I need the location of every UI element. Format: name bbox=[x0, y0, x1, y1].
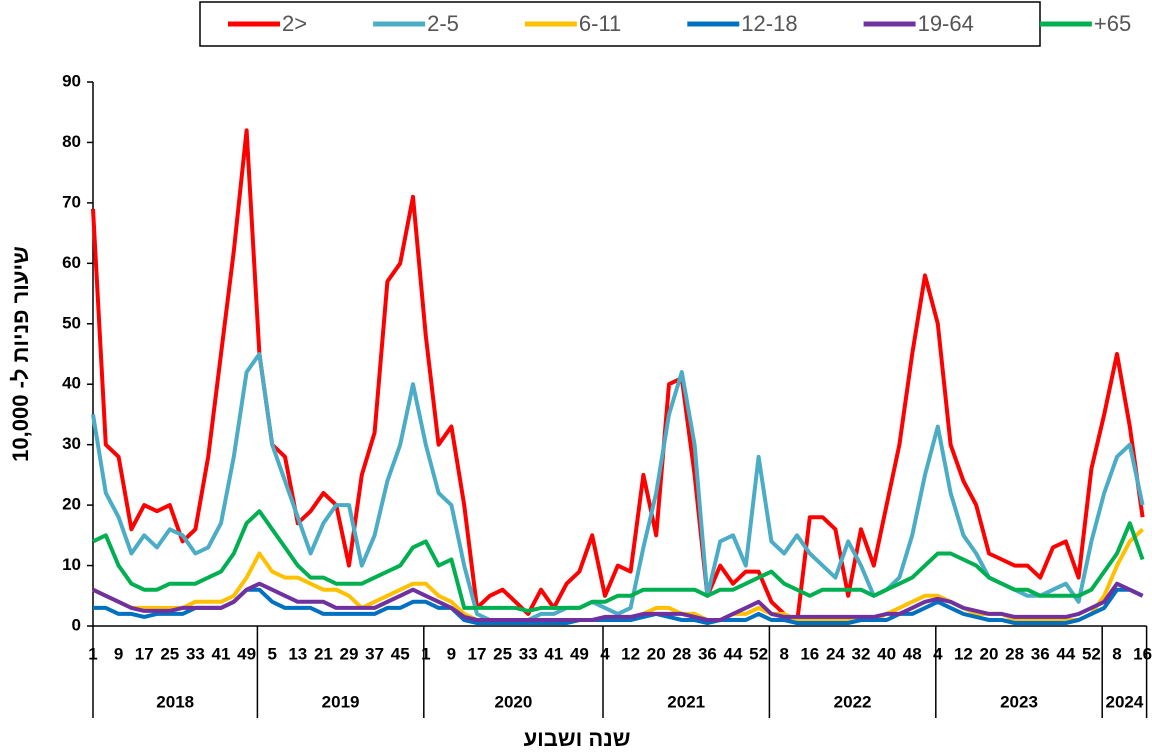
x-tick-label: 16 bbox=[1133, 644, 1152, 663]
x-tick-label: 48 bbox=[903, 644, 922, 663]
x-tick-label: 28 bbox=[1005, 644, 1024, 663]
year-label: 2020 bbox=[494, 692, 532, 711]
x-tick-label: 12 bbox=[954, 644, 973, 663]
y-tick-label: 90 bbox=[62, 71, 81, 90]
x-tick-label: 29 bbox=[340, 644, 359, 663]
x-tick-label: 44 bbox=[724, 644, 743, 663]
x-tick-label: 25 bbox=[493, 644, 512, 663]
x-tick-label: 20 bbox=[980, 644, 999, 663]
legend-label: 12-18 bbox=[741, 11, 797, 36]
series-line bbox=[91, 128, 1145, 625]
x-tick-label: 36 bbox=[1031, 644, 1050, 663]
x-tick-label: 8 bbox=[1112, 644, 1121, 663]
x-tick-label: 4 bbox=[933, 644, 943, 663]
x-tick-label: 44 bbox=[1056, 644, 1075, 663]
x-tick-label: 9 bbox=[447, 644, 456, 663]
x-tick-label: 4 bbox=[600, 644, 610, 663]
year-label: 2024 bbox=[1105, 692, 1143, 711]
legend-label: 19-64 bbox=[918, 11, 974, 36]
x-tick-label: 41 bbox=[544, 644, 563, 663]
x-tick-label: 41 bbox=[212, 644, 231, 663]
x-tick-label: 52 bbox=[749, 644, 768, 663]
y-tick-label: 60 bbox=[62, 253, 81, 272]
x-tick-label: 8 bbox=[779, 644, 788, 663]
x-tick-label: 33 bbox=[519, 644, 538, 663]
legend-label: +65 bbox=[1094, 11, 1131, 36]
x-tick-label: 28 bbox=[672, 644, 691, 663]
series-line bbox=[92, 581, 1144, 622]
x-tick-label: 1 bbox=[421, 644, 430, 663]
x-tick-label: 21 bbox=[314, 644, 333, 663]
y-tick-label: 40 bbox=[62, 374, 81, 393]
legend-label: 6-11 bbox=[579, 11, 621, 36]
legend-label: 2-5 bbox=[427, 11, 459, 36]
x-tick-label: 36 bbox=[698, 644, 717, 663]
x-tick-label: 32 bbox=[852, 644, 871, 663]
x-tick-label: 37 bbox=[365, 644, 384, 663]
y-axis-title: שיעור פניות ל- 10,000 bbox=[8, 246, 33, 462]
y-tick-label: 30 bbox=[62, 434, 81, 453]
year-label: 2021 bbox=[667, 692, 705, 711]
y-tick-label: 50 bbox=[62, 313, 81, 332]
x-tick-label: 25 bbox=[160, 644, 179, 663]
x-tick-label: 13 bbox=[288, 644, 307, 663]
x-tick-label: 20 bbox=[647, 644, 666, 663]
series-line bbox=[93, 587, 1144, 625]
y-tick-label: 70 bbox=[62, 192, 81, 211]
x-tick-label: 17 bbox=[135, 644, 154, 663]
x-tick-label: 16 bbox=[800, 644, 819, 663]
series-line bbox=[92, 509, 1145, 613]
x-tick-label: 40 bbox=[877, 644, 896, 663]
year-label: 2022 bbox=[834, 692, 872, 711]
x-tick-label: 5 bbox=[267, 644, 276, 663]
y-tick-label: 10 bbox=[62, 555, 81, 574]
x-tick-label: 33 bbox=[186, 644, 205, 663]
year-label: 2019 bbox=[322, 692, 360, 711]
x-tick-label: 45 bbox=[391, 644, 410, 663]
x-tick-label: 1 bbox=[88, 644, 97, 663]
x-tick-label: 12 bbox=[621, 644, 640, 663]
x-tick-label: 49 bbox=[237, 644, 256, 663]
y-tick-label: 0 bbox=[72, 615, 81, 634]
x-axis-title: שנה ושבוע bbox=[524, 726, 631, 751]
series-line bbox=[91, 352, 1145, 622]
x-tick-label: 9 bbox=[114, 644, 123, 663]
legend-label: 2> bbox=[282, 11, 307, 36]
y-tick-label: 80 bbox=[62, 132, 81, 151]
x-tick-label: 49 bbox=[570, 644, 589, 663]
year-label: 2023 bbox=[1000, 692, 1038, 711]
year-label: 2018 bbox=[156, 692, 194, 711]
x-tick-label: 24 bbox=[826, 644, 845, 663]
x-tick-label: 17 bbox=[468, 644, 487, 663]
x-tick-label: 52 bbox=[1082, 644, 1101, 663]
y-tick-label: 20 bbox=[62, 495, 81, 514]
